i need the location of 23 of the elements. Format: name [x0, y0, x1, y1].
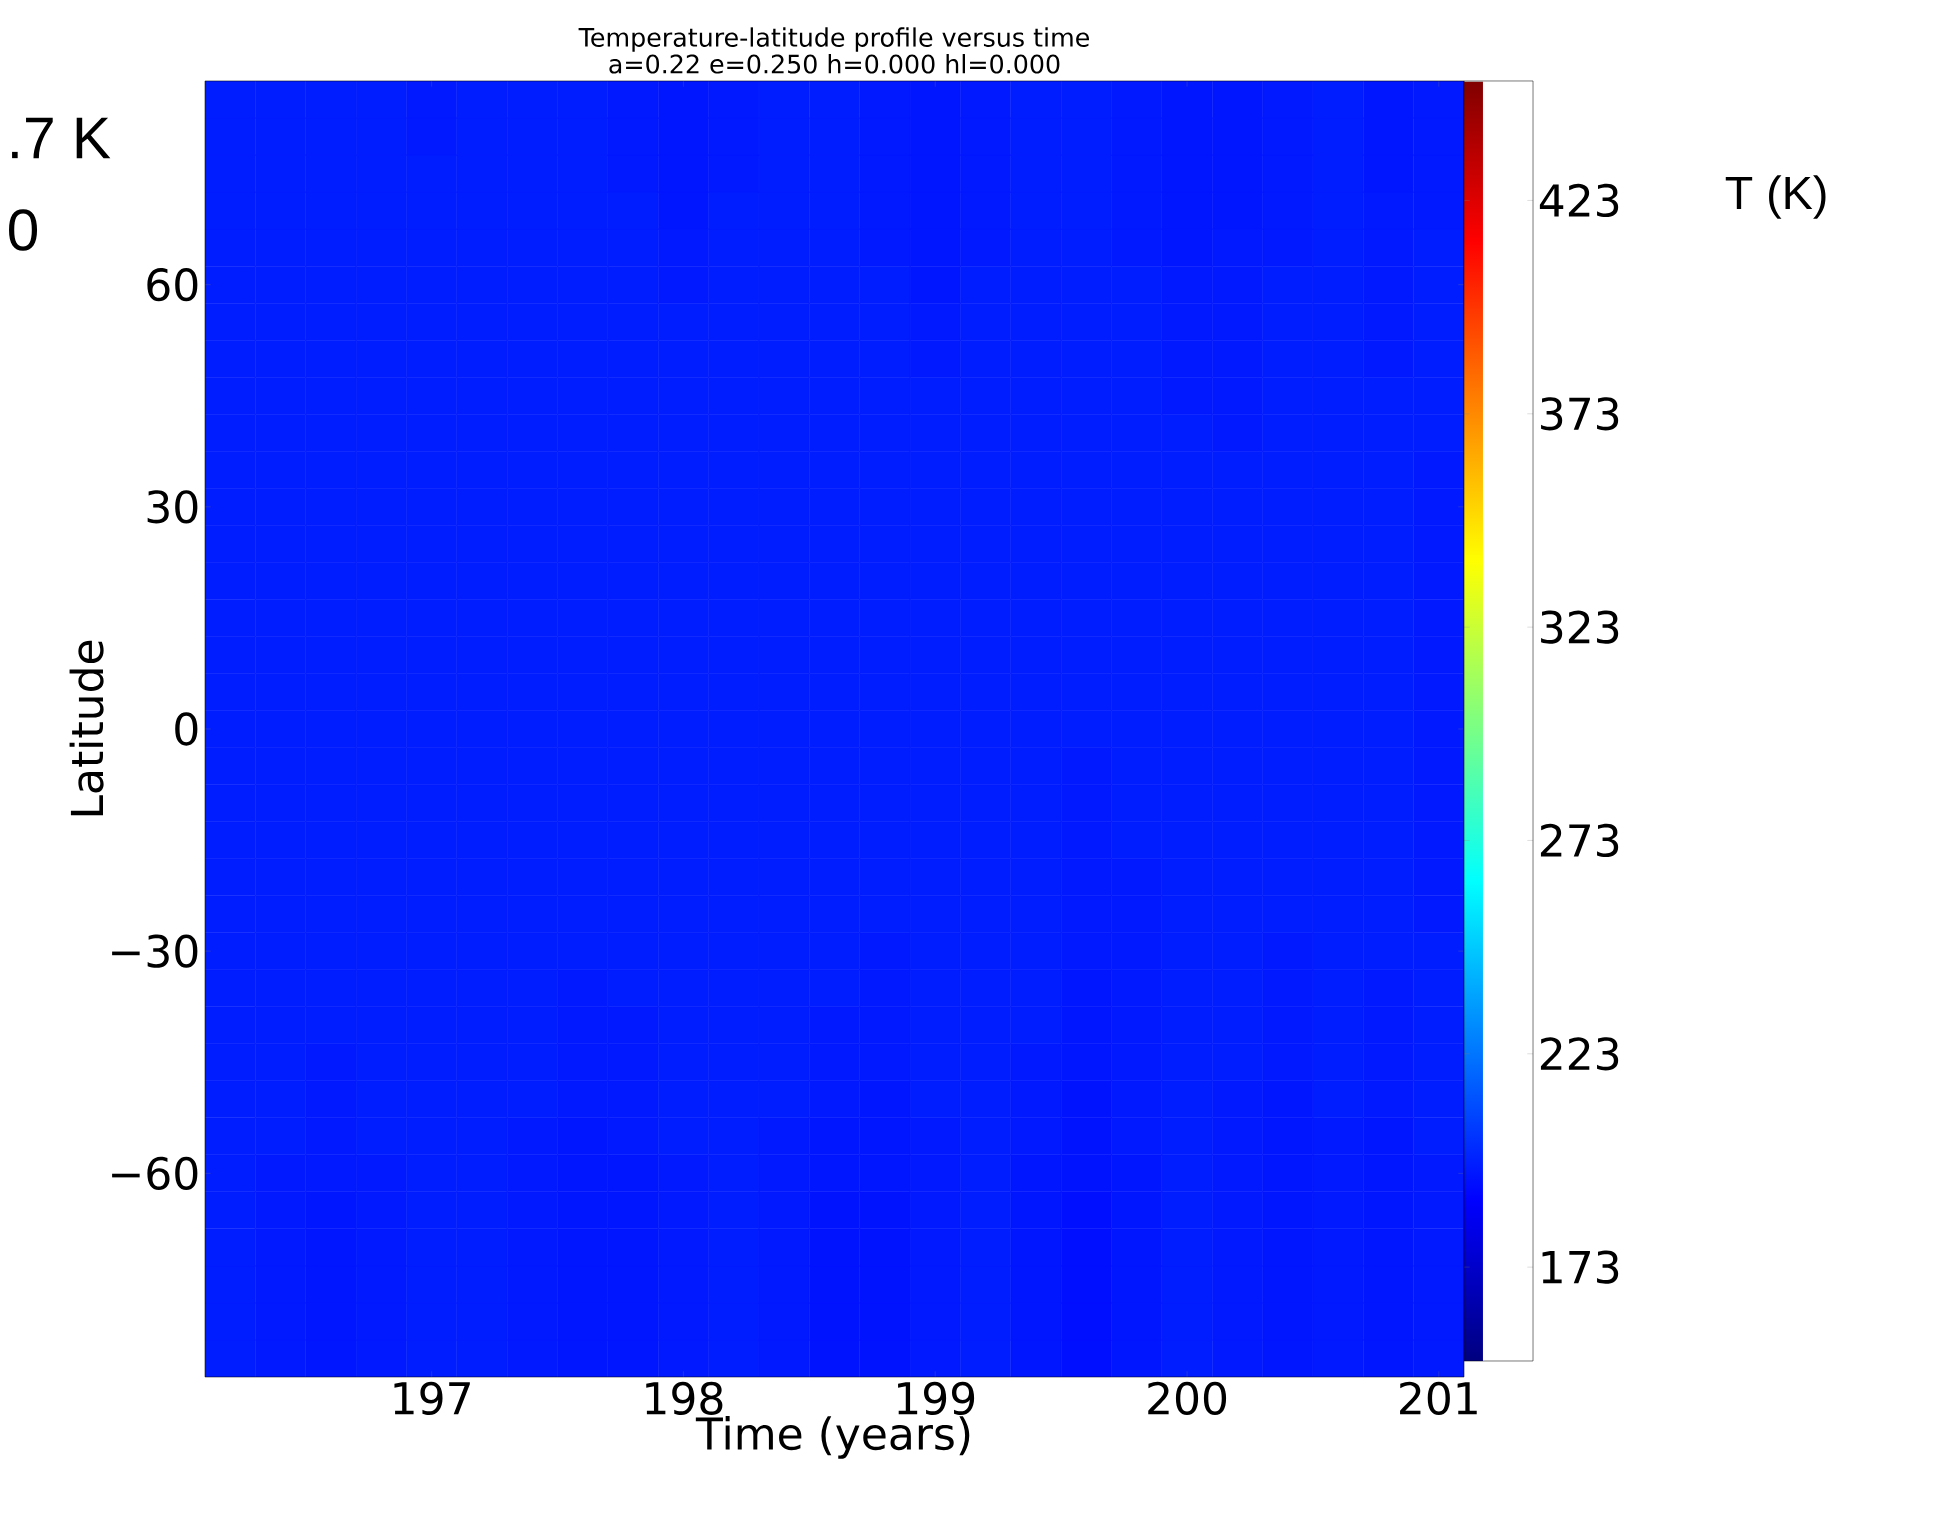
- x-tick-label: 200: [1148, 1381, 1227, 1415]
- x-tick-label: 201: [1400, 1381, 1477, 1415]
- y-tick-label: −60: [112, 1156, 198, 1190]
- color-bar-title: T (K): [1725, 175, 1826, 219]
- color-bar-label: 323: [1541, 610, 1619, 644]
- x-tick-label: 199: [898, 1381, 975, 1415]
- color-bar-label: 373: [1541, 397, 1619, 431]
- x-axis-title: Time (years): [695, 1416, 970, 1459]
- y-tick-label: 60: [147, 267, 198, 302]
- y-tick-label: −30: [112, 934, 198, 968]
- color-bar-label: 423: [1539, 183, 1619, 218]
- y-tick-label: 0: [175, 712, 198, 746]
- x-tick-label: 198: [646, 1381, 723, 1415]
- color-bar-label: 273: [1540, 823, 1619, 858]
- color-bar-label: 173: [1542, 1250, 1619, 1284]
- text: 0: [9, 209, 38, 251]
- x-tick-label: 197: [394, 1381, 470, 1415]
- y-tick-label: 30: [147, 490, 198, 524]
- y-axis-title: Latitude: [69, 640, 104, 816]
- color-bar-label: 223: [1540, 1037, 1619, 1071]
- chart-title: Temperature-latitude profile versus time: [578, 27, 1089, 52]
- text: .7 K: [12, 117, 111, 159]
- chart-subtitle: a=0.22 e=0.250 h=0.000 hl=0.000: [609, 54, 1060, 74]
